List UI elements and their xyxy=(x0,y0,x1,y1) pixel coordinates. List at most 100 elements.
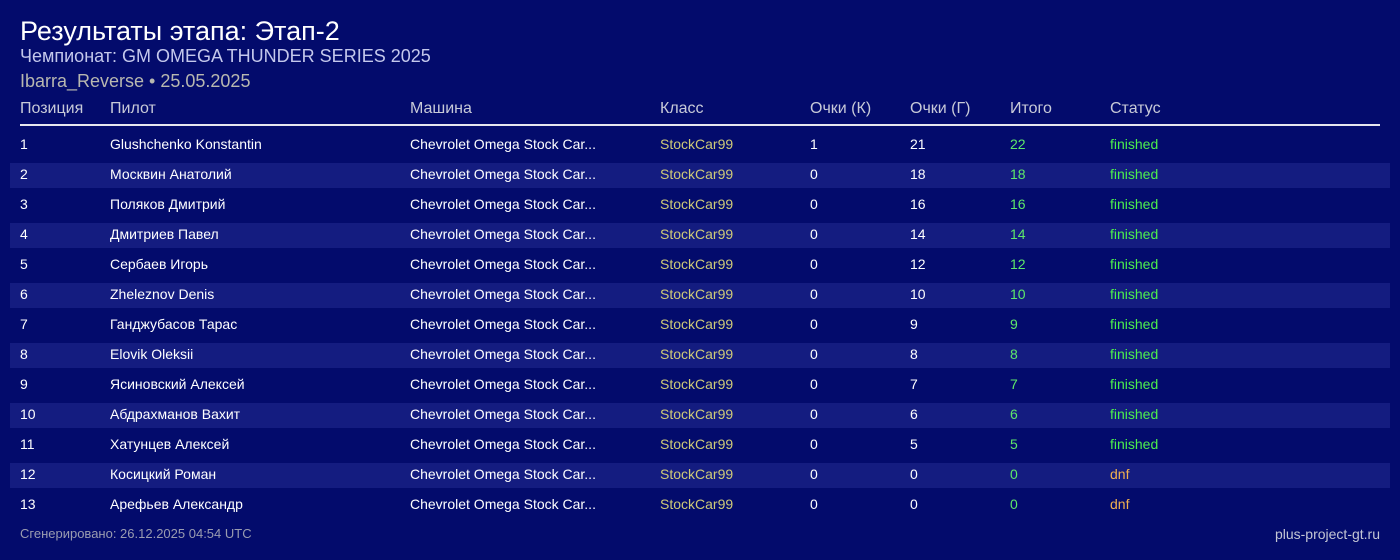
column-header-car: Машина xyxy=(410,100,472,117)
cell-class: StockCar99 xyxy=(660,256,734,272)
cell-points-r: 21 xyxy=(910,136,926,152)
cell-status: finished xyxy=(1110,196,1159,212)
cell-position: 7 xyxy=(20,316,28,332)
cell-status: finished xyxy=(1110,346,1159,362)
cell-class: StockCar99 xyxy=(660,496,734,512)
cell-status: finished xyxy=(1110,286,1159,302)
cell-position: 12 xyxy=(20,466,36,482)
results-table-body: 1 Glushchenko Konstantin Chevrolet Omega S… xyxy=(10,128,1390,518)
cell-position: 6 xyxy=(20,286,28,302)
column-header-points-q: Очки (К) xyxy=(810,100,872,117)
cell-class: StockCar99 xyxy=(660,376,734,392)
cell-points-r: 12 xyxy=(910,256,926,272)
cell-status: dnf xyxy=(1110,466,1130,482)
cell-points-q: 0 xyxy=(810,166,818,182)
cell-status: finished xyxy=(1110,406,1159,422)
table-row: 7 Ганджубасов Тарас Chevrolet Omega Stock … xyxy=(10,308,1390,338)
cell-total: 16 xyxy=(1010,196,1026,212)
cell-points-r: 18 xyxy=(910,166,926,182)
cell-total: 0 xyxy=(1010,466,1018,482)
cell-class: StockCar99 xyxy=(660,316,734,332)
cell-total: 0 xyxy=(1010,496,1018,512)
cell-status: finished xyxy=(1110,316,1159,332)
cell-position: 11 xyxy=(20,436,35,452)
cell-position: 5 xyxy=(20,256,28,272)
table-row: 1 Glushchenko Konstantin Chevrolet Omega S… xyxy=(10,128,1390,158)
column-header-position: Позиция xyxy=(20,100,84,117)
cell-points-r: 14 xyxy=(910,226,926,242)
cell-pilot: Ганджубасов Тарас xyxy=(110,316,238,332)
cell-car: Chevrolet Omega Stock Car... xyxy=(410,196,596,212)
cell-pilot: Сербаев Игорь xyxy=(110,256,209,272)
cell-class: StockCar99 xyxy=(660,436,734,452)
cell-points-r: 7 xyxy=(910,376,918,392)
cell-total: 5 xyxy=(1010,436,1018,452)
cell-position: 4 xyxy=(20,226,28,242)
championship-subtitle: Чемпионат: GM OMEGA THUNDER SERIES 2025 xyxy=(20,46,431,66)
cell-status: finished xyxy=(1110,256,1159,272)
cell-points-q: 0 xyxy=(810,406,818,422)
cell-car: Chevrolet Omega Stock Car... xyxy=(410,406,596,422)
table-row: 5 Сербаев Игорь Chevrolet Omega Stock Car.… xyxy=(10,248,1390,278)
cell-points-q: 0 xyxy=(810,436,818,452)
cell-position: 8 xyxy=(20,346,28,362)
cell-points-r: 0 xyxy=(910,466,918,482)
cell-points-r: 9 xyxy=(910,316,918,332)
cell-points-q: 0 xyxy=(810,316,818,332)
cell-points-r: 6 xyxy=(910,406,918,422)
column-header-status: Статус xyxy=(1110,100,1161,117)
table-row: 12 Косицкий Роман Chevrolet Omega Stock Ca… xyxy=(10,458,1390,488)
table-row: 8 Elovik Oleksii Chevrolet Omega Stock Car… xyxy=(10,338,1390,368)
cell-car: Chevrolet Omega Stock Car... xyxy=(410,376,596,392)
cell-total: 14 xyxy=(1010,226,1026,242)
cell-pilot: Арефьев Александр xyxy=(110,496,243,512)
cell-pilot: Москвин Анатолий xyxy=(110,166,232,182)
cell-pilot: Ясиновский Алексей xyxy=(110,376,245,392)
cell-points-q: 0 xyxy=(810,226,818,242)
cell-points-r: 8 xyxy=(910,346,918,362)
table-header: Позиция Пилот Машина Класс Очки (К) Очки… xyxy=(20,100,1380,126)
cell-car: Chevrolet Omega Stock Car... xyxy=(410,496,596,512)
cell-points-q: 0 xyxy=(810,376,818,392)
page-title: Результаты этапа: Этап-2 xyxy=(20,16,340,46)
cell-class: StockCar99 xyxy=(660,286,734,302)
cell-total: 8 xyxy=(1010,346,1018,362)
cell-position: 3 xyxy=(20,196,28,212)
cell-points-q: 0 xyxy=(810,196,818,212)
table-row: 9 Ясиновский Алексей Chevrolet Omega Stock… xyxy=(10,368,1390,398)
cell-car: Chevrolet Omega Stock Car... xyxy=(410,286,596,302)
cell-pilot: Zheleznov Denis xyxy=(110,286,215,302)
cell-total: 9 xyxy=(1010,316,1018,332)
cell-position: 10 xyxy=(20,406,36,422)
cell-pilot: Elovik Oleksii xyxy=(110,346,194,362)
cell-total: 7 xyxy=(1010,376,1018,392)
cell-class: StockCar99 xyxy=(660,226,734,242)
table-row: 11 Хатунцев Алексей Chevrolet Omega Stock … xyxy=(10,428,1390,458)
generated-timestamp: Сгенерировано: 26.12.2025 04:54 UTC xyxy=(20,526,252,541)
cell-status: finished xyxy=(1110,436,1159,452)
site-link[interactable]: plus-project-gt.ru xyxy=(1274,526,1380,542)
cell-class: StockCar99 xyxy=(660,346,734,362)
column-header-class: Класс xyxy=(660,100,704,117)
cell-points-r: 0 xyxy=(910,496,918,512)
cell-class: StockCar99 xyxy=(660,466,734,482)
table-row: 10 Абдрахманов Вахит Chevrolet Omega Stock… xyxy=(10,398,1390,428)
cell-status: dnf xyxy=(1110,496,1130,512)
table-row: 2 Москвин Анатолий Chevrolet Omega Stock C… xyxy=(10,158,1390,188)
cell-points-r: 10 xyxy=(910,286,926,302)
cell-total: 18 xyxy=(1010,166,1026,182)
cell-position: 1 xyxy=(20,136,28,152)
table-row: 13 Арефьев Александр Chevrolet Omega Stock… xyxy=(10,488,1390,518)
cell-total: 6 xyxy=(1010,406,1018,422)
cell-class: StockCar99 xyxy=(660,196,734,212)
cell-pilot: Абдрахманов Вахит xyxy=(110,406,241,422)
cell-points-q: 1 xyxy=(810,136,818,152)
cell-points-r: 16 xyxy=(910,196,926,212)
cell-pilot: Поляков Дмитрий xyxy=(110,196,226,212)
cell-points-q: 0 xyxy=(810,286,818,302)
table-row: 4 Дмитриев Павел Chevrolet Omega Stock Car… xyxy=(10,218,1390,248)
cell-status: finished xyxy=(1110,136,1159,152)
cell-car: Chevrolet Omega Stock Car... xyxy=(410,256,596,272)
cell-car: Chevrolet Omega Stock Car... xyxy=(410,466,596,482)
track-date: Ibarra_Reverse • 25.05.2025 xyxy=(20,71,251,91)
